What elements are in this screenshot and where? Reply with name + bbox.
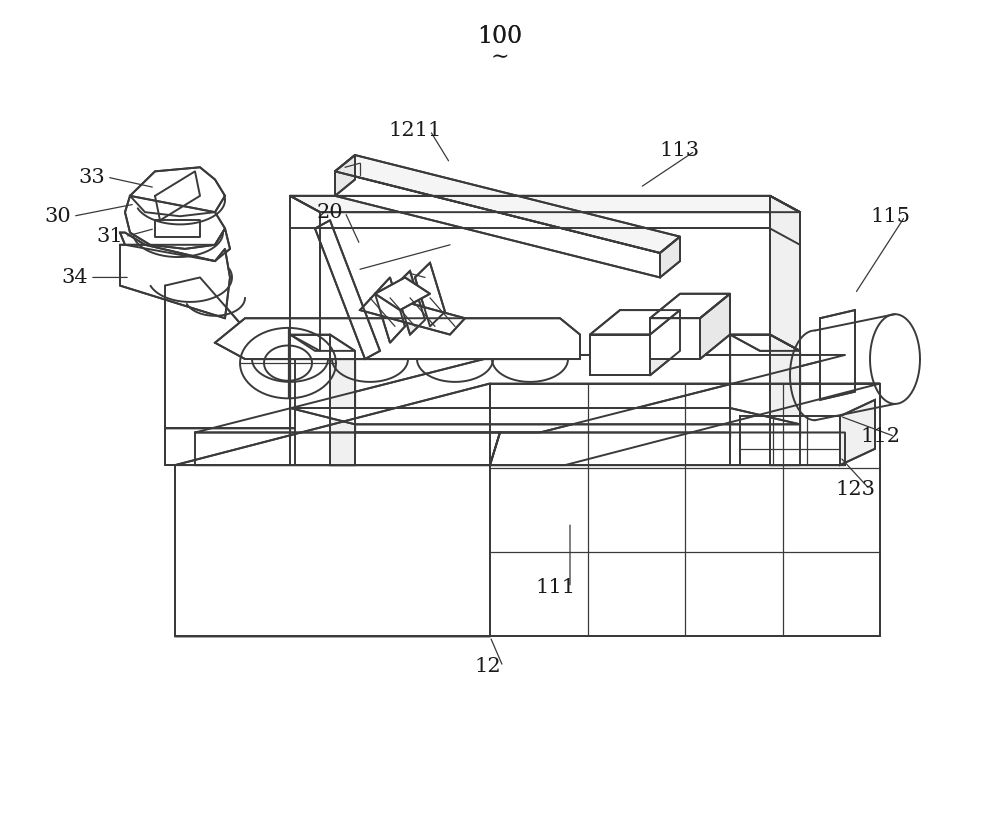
Polygon shape [590,310,680,335]
Polygon shape [290,196,770,228]
Polygon shape [195,355,845,432]
Polygon shape [155,171,200,220]
Polygon shape [165,277,295,428]
Polygon shape [335,155,680,253]
Polygon shape [125,196,225,249]
Text: 100: 100 [477,25,523,48]
Text: 30: 30 [45,206,71,226]
Polygon shape [650,318,700,359]
Polygon shape [700,294,730,359]
Polygon shape [770,196,800,351]
Polygon shape [175,384,490,636]
Polygon shape [490,384,880,636]
Polygon shape [290,196,320,351]
Polygon shape [590,335,650,375]
Polygon shape [330,335,355,465]
Polygon shape [315,220,380,359]
Text: 20: 20 [317,202,343,222]
Polygon shape [650,294,730,318]
Polygon shape [335,171,660,277]
Polygon shape [120,245,230,318]
Polygon shape [195,432,500,465]
Polygon shape [650,310,680,375]
Text: 33: 33 [79,167,105,187]
Polygon shape [375,277,405,343]
Polygon shape [375,277,430,310]
Polygon shape [730,335,800,351]
Polygon shape [120,228,230,261]
Polygon shape [730,335,770,465]
Text: 12: 12 [475,657,501,676]
Polygon shape [770,196,800,245]
Polygon shape [490,432,845,465]
Polygon shape [175,384,880,465]
Text: 112: 112 [860,427,900,446]
Text: 1211: 1211 [388,121,442,140]
Polygon shape [820,310,855,400]
Text: 123: 123 [835,480,875,499]
Polygon shape [395,271,425,335]
Text: 111: 111 [535,578,575,597]
Polygon shape [660,237,680,277]
Text: 31: 31 [97,227,123,246]
Text: 113: 113 [660,141,700,161]
Polygon shape [740,416,840,465]
Polygon shape [290,408,800,424]
Text: ∼: ∼ [491,47,509,68]
Polygon shape [840,400,875,465]
Polygon shape [290,335,355,351]
Polygon shape [335,155,355,196]
Polygon shape [360,294,465,335]
Polygon shape [415,263,445,326]
Polygon shape [165,428,295,465]
Polygon shape [130,167,225,216]
Polygon shape [290,335,330,465]
Text: 100: 100 [477,25,523,48]
Text: 34: 34 [62,268,88,287]
Polygon shape [215,318,580,359]
Polygon shape [290,196,800,212]
Polygon shape [155,220,200,237]
Polygon shape [770,335,800,465]
Text: 115: 115 [870,206,910,226]
